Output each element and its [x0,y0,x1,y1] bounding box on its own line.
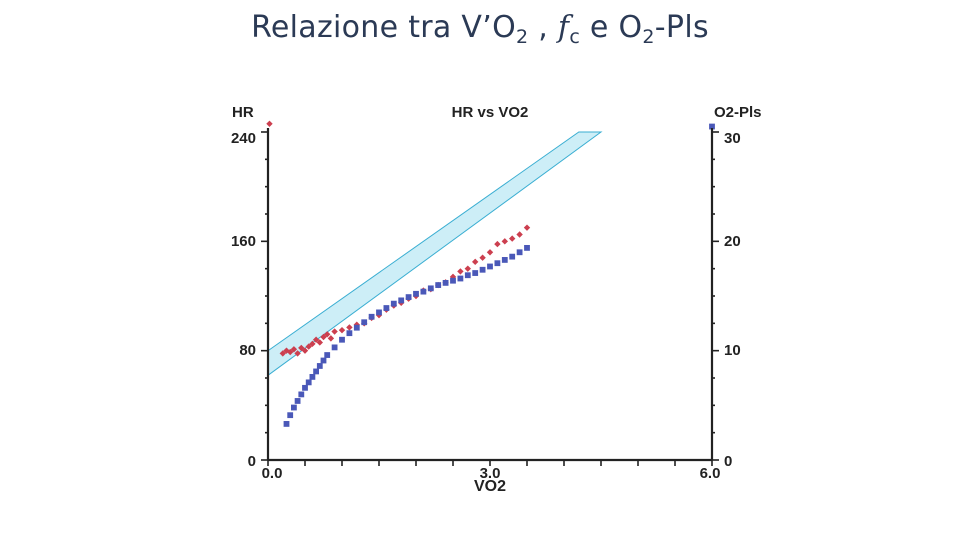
o2pls-point [376,309,382,316]
o2pls-point [427,285,434,292]
title-prefix: Relazione tra V’O [251,10,516,45]
title-subscript-3: 2 [642,26,655,48]
o2pls-point [479,266,486,273]
y2-tick-label: 30 [724,130,741,147]
o2pls-point [298,391,305,398]
hr-point [287,348,294,356]
hr-point [305,343,312,350]
o2pls-point [361,319,368,326]
title-subscript-1: 2 [516,26,529,48]
title-middle: e O [580,10,643,45]
hr-point [266,120,273,127]
y-axis-label: HR [232,104,254,121]
o2pls-point [398,297,405,304]
hr-point [464,265,471,272]
y-tick-label: 160 [231,233,256,250]
slide-title: Relazione tra V’O2 , fc e O2-Pls [0,10,960,48]
chart-title: HR vs VO2 [452,104,529,121]
hr-point [338,326,346,334]
o2pls-point [309,374,316,380]
title-italic-f: f [557,10,570,45]
hr-point [312,336,320,343]
y-tick-label: 80 [239,342,256,359]
o2pls-point [487,263,493,270]
hr-point [523,224,531,231]
hr-point [509,235,516,242]
hr-point [316,339,323,346]
y2-axis-label: O2-Pls [714,104,762,121]
o2pls-point [709,123,715,130]
o2pls-point [368,313,375,320]
y-tick-label: 0 [248,453,256,470]
hr-point [324,331,331,338]
hr-point [294,350,301,357]
o2pls-point [291,404,297,411]
hr-point [472,258,479,266]
o2pls-point [494,260,501,267]
o2pls-point [450,277,456,284]
y2-tick-label: 0 [724,453,732,470]
o2pls-point [383,305,390,311]
o2pls-point [442,279,449,286]
o2pls-point [501,257,508,263]
hr-point [327,335,335,342]
o2pls-point [457,275,464,282]
hr-point [479,254,486,261]
hr-point [494,240,501,248]
y-tick-label: 240 [231,130,256,147]
x-tick-label: 3.0 [480,465,501,482]
y2-tick-label: 20 [724,233,741,250]
o2pls-point [516,249,523,256]
o2pls-point [524,244,530,251]
o2pls-point [420,288,427,295]
title-suffix: -Pls [654,10,709,45]
o2pls-point [405,294,412,300]
o2pls-point [509,253,516,260]
hr-point [486,249,494,256]
title-separator: , [528,10,558,45]
axis-ticks [261,131,719,466]
o2pls-point [413,290,419,297]
hr-point [298,344,305,352]
hr-point [290,346,298,353]
o2pls-point [339,336,345,343]
o2pls-point [435,282,442,288]
hr-point [516,231,523,238]
hr-point [301,347,309,354]
o2pls-point [390,300,397,307]
x-axis-label: VO2 [474,478,506,495]
hr-point [346,324,353,331]
x-tick-label: 6.0 [700,465,721,482]
o2pls-point [302,384,308,391]
o2pls-point [472,270,479,276]
o2pls-series [283,123,715,427]
hr-point [331,328,338,335]
hr-point [279,350,286,357]
o2pls-point [346,330,353,337]
hr-point [320,333,327,341]
y2-tick-label: 10 [724,342,741,359]
o2pls-point [287,412,294,419]
o2pls-point [294,398,301,404]
hr-point [309,340,316,348]
hr-series [266,120,531,357]
o2pls-point [324,352,331,358]
o2pls-point [331,344,338,351]
o2pls-point [320,357,327,364]
hr-point [501,238,508,245]
o2pls-point [464,272,471,279]
o2pls-point [305,379,312,386]
o2pls-point [313,368,319,375]
o2pls-point [283,421,290,427]
o2pls-point [316,363,323,369]
hr-point [457,268,464,275]
o2pls-point [353,324,360,331]
x-tick-label: 0.0 [262,465,283,482]
title-subscript-2: c [569,26,581,48]
